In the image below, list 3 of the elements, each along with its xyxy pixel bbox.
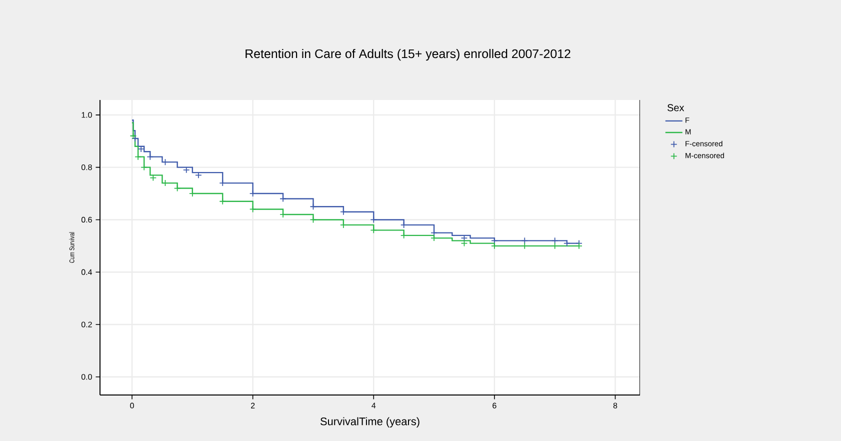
x-axis-title: SurvivalTime (years) xyxy=(320,417,420,428)
chart-title: Retention in Care of Adults (15+ years) enrolled 2007-2012 xyxy=(246,48,570,61)
legend-title: Sex xyxy=(668,104,684,112)
